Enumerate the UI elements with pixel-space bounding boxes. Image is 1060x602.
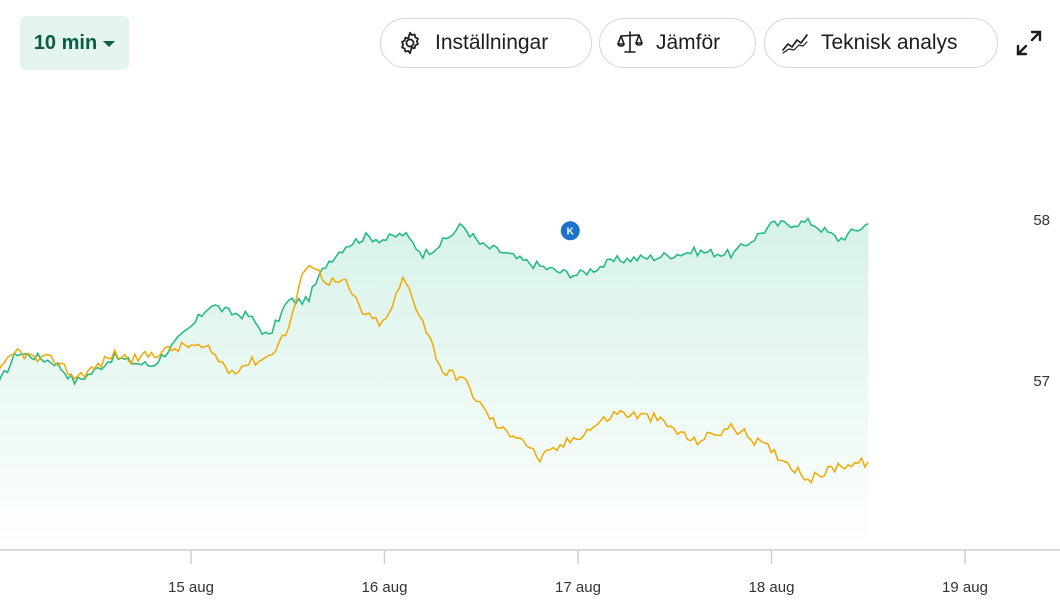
interval-selector[interactable]: 10 min — [20, 16, 129, 70]
technical-analysis-button[interactable]: Teknisk analys — [764, 18, 998, 68]
compare-label: Jämför — [656, 31, 721, 54]
trend-line-icon — [782, 34, 808, 54]
event-marker-circle — [560, 221, 580, 241]
comparison-series-line — [0, 264, 869, 484]
settings-button[interactable]: Inställningar — [380, 18, 592, 68]
expand-icon[interactable] — [1014, 28, 1044, 58]
primary-series-area — [0, 218, 869, 550]
x-tick-label: 19 aug — [942, 579, 988, 596]
y-tick-label: 57 — [1033, 373, 1050, 390]
compare-button[interactable]: Jämför — [599, 18, 756, 68]
technical-analysis-label: Teknisk analys — [821, 31, 958, 54]
x-tick-label: 17 aug — [555, 579, 601, 596]
interval-label: 10 min — [33, 31, 98, 54]
primary-series-line — [0, 217, 869, 386]
event-marker-label: K — [567, 226, 575, 237]
chart-toolbar: 10 min Inställningar Jämför Teknisk anal… — [0, 0, 1060, 80]
x-axis: 15 aug 16 aug 17 aug 18 aug 19 aug — [0, 549, 1060, 596]
price-chart[interactable]: 58 57 15 aug 16 aug 17 aug 18 aug 19 aug K — [0, 80, 1060, 602]
y-axis-labels: 58 57 — [1033, 212, 1050, 390]
x-tick-label: 15 aug — [168, 579, 214, 596]
scale-icon — [617, 31, 643, 53]
settings-label: Inställningar — [435, 31, 549, 54]
gear-icon — [401, 31, 419, 55]
event-marker[interactable]: K — [560, 221, 580, 241]
x-tick-label: 16 aug — [362, 579, 408, 596]
caret-down-icon — [103, 41, 116, 47]
y-tick-label: 58 — [1033, 212, 1050, 229]
x-tick-label: 18 aug — [749, 579, 795, 596]
